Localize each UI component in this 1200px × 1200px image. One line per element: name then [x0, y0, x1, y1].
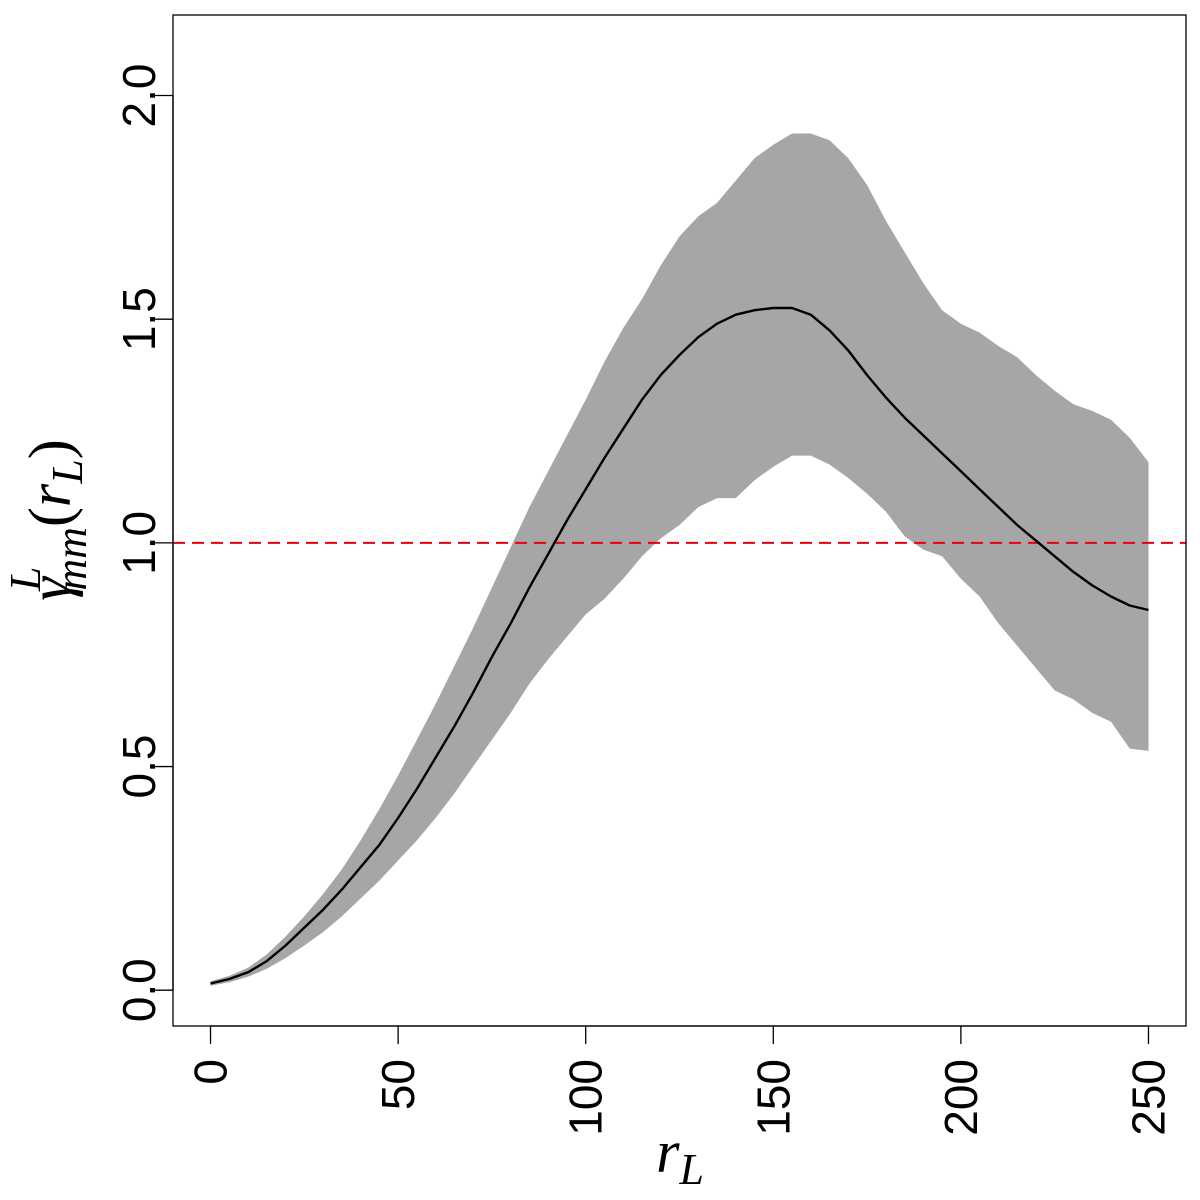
- x-axis-title-main: r: [656, 1119, 680, 1185]
- x-tick-label: 50: [372, 1059, 424, 1110]
- svg-text:γLmm(rL): γLmm(rL): [1, 439, 96, 601]
- y-axis-title-close: ): [17, 439, 83, 459]
- mean-line-layer: [210, 306, 1149, 985]
- y-axis: 0.0 0.5 1.0 1.5 2.0: [113, 64, 174, 1022]
- x-tick-label: 0: [185, 1059, 237, 1085]
- y-axis-title-var: r: [17, 483, 83, 507]
- y-axis-title-sub: mm: [47, 527, 96, 591]
- y-tick-label: 1.5: [113, 287, 165, 351]
- y-axis-title-sup: L: [1, 567, 50, 592]
- y-axis-title-greek: γ: [17, 576, 83, 601]
- x-tick-label: 100: [560, 1059, 612, 1136]
- y-tick-label: 1.0: [113, 511, 165, 575]
- x-tick-label: 150: [747, 1059, 799, 1136]
- y-axis-title-var-sub: L: [43, 459, 92, 484]
- y-tick-label: 2.0: [113, 64, 165, 128]
- x-tick-label: 200: [935, 1059, 987, 1136]
- y-tick-label: 0.0: [113, 958, 165, 1022]
- y-tick-label: 0.5: [113, 735, 165, 799]
- x-tick-label: 250: [1122, 1059, 1174, 1136]
- x-axis-title-sub: L: [678, 1145, 703, 1194]
- y-axis-title-open: (: [17, 507, 83, 527]
- x-axis-title: rL: [656, 1119, 704, 1194]
- y-axis-title: γLmm(rL): [1, 439, 96, 601]
- confidence-band-layer: [210, 133, 1149, 986]
- confidence-band: [210, 133, 1149, 986]
- x-axis: 0 50 100 150 200 250: [185, 1025, 1174, 1136]
- mean-line: [210, 306, 1149, 985]
